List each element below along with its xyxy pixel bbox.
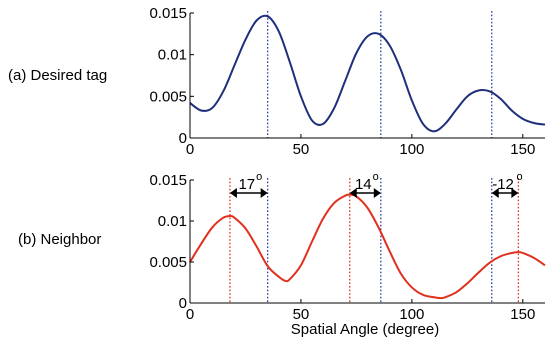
series-line-1 xyxy=(189,193,546,300)
y-tick-label: 0 xyxy=(179,295,187,312)
reference-lines-a xyxy=(267,11,493,138)
arrowhead-right xyxy=(373,188,381,198)
axes-a: 0 0.005 0.01 0.015 0 50 100 150 xyxy=(149,5,545,158)
offset-label-3: -12 xyxy=(492,176,514,193)
axes-b: 0 0.005 0.01 0.015 0 50 100 150 xyxy=(149,172,545,323)
y-tick-label: 0 xyxy=(179,130,187,147)
x-tick-label: 100 xyxy=(399,141,424,158)
y-tick-label: 0.005 xyxy=(149,88,187,105)
x-tick-label: 50 xyxy=(293,306,310,323)
panel-label-b: (b) Neighbor xyxy=(18,231,101,248)
offset-annotations: 17 o 14 o -12 o xyxy=(229,171,523,198)
series-line-1 xyxy=(189,14,546,133)
series-a xyxy=(189,14,546,133)
x-tick-label: 0 xyxy=(186,306,194,323)
arrowhead-right xyxy=(260,188,268,198)
x-axis-title: Spatial Angle (degree) xyxy=(291,321,439,338)
reference-lines-b xyxy=(229,178,520,303)
panel-desired-tag: (a) Desired tag 0 0.005 0.01 0.015 0 50 100 150 xyxy=(8,5,546,158)
y-tick-label: 0.015 xyxy=(149,5,187,22)
degree-symbol: o xyxy=(517,171,523,183)
x-tick-label: 50 xyxy=(293,141,310,158)
arrowhead-right xyxy=(511,188,519,198)
offset-label-2: 14 xyxy=(355,176,372,193)
y-tick-label: 0.015 xyxy=(149,172,187,189)
panel-label-a: (a) Desired tag xyxy=(8,67,107,84)
y-tick-label: 0.005 xyxy=(149,254,187,271)
x-tick-label: 100 xyxy=(399,306,424,323)
x-tick-label: 150 xyxy=(510,306,535,323)
series-b xyxy=(189,193,546,300)
arrowhead-left xyxy=(229,188,237,198)
degree-symbol: o xyxy=(373,171,379,183)
x-tick-label: 0 xyxy=(186,141,194,158)
x-tick-label: 150 xyxy=(510,141,535,158)
arrowhead-left xyxy=(349,188,357,198)
arrowhead-left xyxy=(491,188,499,198)
y-tick-label: 0.01 xyxy=(158,47,187,64)
offset-label-1: 17 xyxy=(238,176,255,193)
panel-neighbor: (b) Neighbor 17 o 14 o -12 o 00.0050.010.0150… xyxy=(18,171,546,338)
degree-symbol: o xyxy=(256,171,262,183)
y-tick-label: 0.01 xyxy=(158,213,187,230)
